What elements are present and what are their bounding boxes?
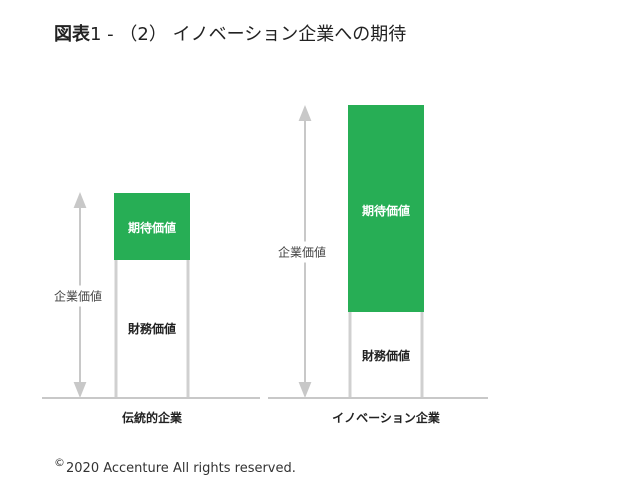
traditional-axis-label: 企業価値 xyxy=(54,285,103,307)
page-title: 図表1 - （2） イノベーション企業への期待 xyxy=(54,20,406,46)
title-rest: 1 - （2） イノベーション企業への期待 xyxy=(90,24,407,45)
title-bold: 図表 xyxy=(54,24,90,45)
innovation-expected-value-label: 期待価値 xyxy=(361,204,411,218)
traditional-expected-value-label: 期待価値 xyxy=(127,221,177,235)
copyright-symbol: © xyxy=(54,456,65,469)
copyright-footer: ©2020 Accenture All rights reserved. xyxy=(54,456,296,476)
innovation-category-label: イノベーション企業 xyxy=(332,411,440,425)
innovation-expected-value-bar xyxy=(348,105,424,312)
traditional-financial-value-label: 財務価値 xyxy=(127,322,177,336)
innovation-financial-value-label: 財務価値 xyxy=(361,349,411,363)
innovation-axis-label: 企業価値 xyxy=(278,241,327,263)
copyright-text: 2020 Accenture All rights reserved. xyxy=(66,461,296,476)
traditional-expected-value-bar xyxy=(114,193,190,260)
traditional-category-label: 伝統的企業 xyxy=(121,411,183,425)
